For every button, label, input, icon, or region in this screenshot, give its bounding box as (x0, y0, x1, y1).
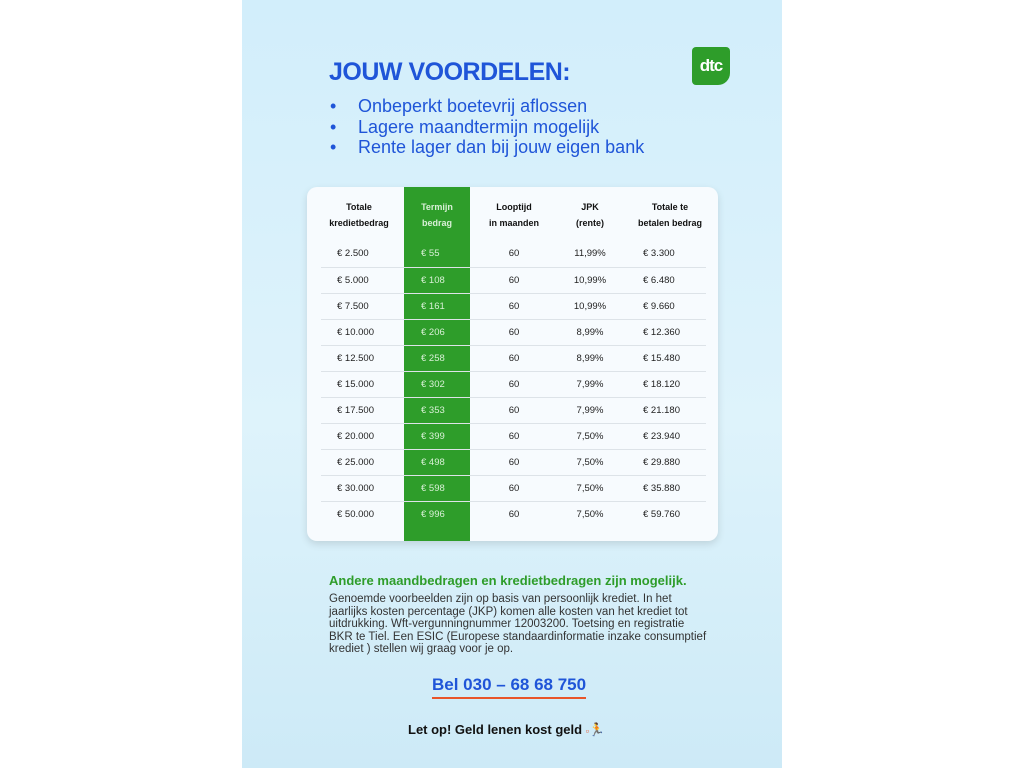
table-cell: € 25.000 (337, 457, 374, 468)
table-cell: € 399 (421, 431, 445, 442)
table-row: € 7.500 € 161 60 10,99% € 9.660 (321, 293, 706, 320)
phone-link[interactable]: Bel 030 – 68 68 750 (432, 675, 587, 699)
table-cell: 7,50% (576, 483, 604, 494)
table-cell: € 9.660 (643, 301, 675, 312)
header-line: (rente) (575, 218, 604, 228)
benefits-list: • Onbeperkt boetevrij aflossen • Lagere ma… (330, 96, 644, 158)
table-cell: € 12.360 (643, 327, 680, 338)
table-row: € 15.000 € 302 60 7,99% € 18.120 (321, 371, 706, 398)
running-man-icon-figure: 🏃 (588, 722, 606, 737)
table-row: € 17.500 € 353 60 7,99% € 21.180 (321, 397, 706, 424)
table-cell: € 30.000 (337, 483, 374, 494)
header-line: JPK (581, 202, 599, 212)
column-header: Totale kredietbedrag (321, 199, 397, 231)
column-header: Looptijd in maanden (473, 199, 555, 231)
table-cell: 60 (508, 301, 520, 312)
table-cell: 7,99% (576, 405, 604, 416)
table-cell: € 18.120 (643, 379, 680, 390)
table-cell: € 108 (421, 275, 445, 286)
table-cell: € 15.000 (337, 379, 374, 390)
flyer-page: JOUW VOORDELEN: dtc • Onbeperkt boetevrij… (242, 0, 782, 768)
table-cell: 60 (508, 509, 520, 520)
column-header: Termijn bedrag (404, 199, 470, 231)
table-cell: 7,50% (576, 431, 604, 442)
table-cell: 60 (508, 405, 520, 416)
table-row: € 12.500 € 258 60 8,99% € 15.480 (321, 345, 706, 372)
header-line: Totale (346, 202, 372, 212)
warning: Let op! Geld lenen kost geld ▫🏃 (408, 722, 606, 737)
table-cell: 60 (508, 327, 520, 338)
table-cell: 60 (508, 483, 520, 494)
table-cell: € 302 (421, 379, 445, 390)
header-line: Termijn (421, 202, 453, 212)
table-cell: € 20.000 (337, 431, 374, 442)
table-cell: € 258 (421, 353, 445, 364)
running-man-icon: ▫ (585, 726, 589, 736)
table-cell: 7,50% (576, 457, 604, 468)
header-line: Looptijd (496, 202, 532, 212)
table-cell: € 996 (421, 509, 445, 520)
table-row: € 20.000 € 399 60 7,50% € 23.940 (321, 423, 706, 450)
header-line: betalen bedrag (637, 218, 702, 228)
highlight-column (404, 187, 470, 541)
table-row: € 25.000 € 498 60 7,50% € 29.880 (321, 449, 706, 476)
table-cell: € 12.500 (337, 353, 374, 364)
table-cell: 60 (508, 379, 520, 390)
table-cell: 10,99% (573, 301, 607, 312)
benefit-item: • Lagere maandtermijn mogelijk (330, 116, 600, 137)
table-cell: € 35.880 (643, 483, 680, 494)
dtc-logo: dtc (692, 47, 730, 85)
table-cell: € 10.000 (337, 327, 374, 338)
header-line: bedrag (421, 218, 452, 228)
column-header: Totale te betalen bedrag (625, 199, 715, 231)
table-cell: 60 (508, 275, 520, 286)
table-cell: 11,99% (574, 248, 606, 259)
table-cell: 8,99% (576, 353, 604, 364)
table-cell: € 21.180 (643, 405, 680, 416)
table-cell: € 17.500 (337, 405, 374, 416)
header-line: kredietbedrag (329, 218, 389, 228)
table-cell: 7,50% (576, 509, 604, 520)
table-cell: € 55 (421, 248, 440, 259)
table-cell: 60 (508, 353, 520, 364)
table-cell: 60 (508, 457, 520, 468)
table-cell: 10,99% (573, 275, 607, 286)
table-cell: € 7.500 (337, 301, 369, 312)
table-row: € 2.500 € 55 60 11,99% € 3.300 (321, 241, 706, 267)
benefit-item: • Rente lager dan bij jouw eigen bank (330, 137, 645, 157)
header-line: in maanden (488, 218, 539, 228)
table-cell: € 5.000 (337, 275, 369, 286)
table-cell: € 23.940 (643, 431, 680, 442)
table-cell: € 3.300 (643, 248, 675, 259)
table-row: € 50.000 € 996 60 7,50% € 59.760 (321, 501, 706, 528)
table-cell: € 59.760 (643, 509, 680, 520)
table-cell: € 15.480 (643, 353, 680, 364)
table-row: € 30.000 € 598 60 7,50% € 35.880 (321, 475, 706, 502)
table-cell: 7,99% (576, 379, 604, 390)
table-cell: € 2.500 (337, 248, 369, 259)
table-cell: € 598 (421, 483, 445, 494)
loan-table: Totale kredietbedrag Termijn bedrag Looptijd… (307, 187, 718, 541)
column-header: JPK (rente) (557, 199, 623, 231)
table-row: € 10.000 € 206 60 8,99% € 12.360 (321, 319, 706, 346)
header-line: Totale te (651, 202, 689, 212)
table-cell: € 206 (421, 327, 445, 338)
page-title: JOUW VOORDELEN: (329, 58, 571, 86)
table-cell: € 498 (421, 457, 445, 468)
table-cell: 60 (508, 431, 520, 442)
subheading: Andere maandbedragen en kredietbedragen … (329, 573, 687, 588)
benefit-item: • Onbeperkt boetevrij aflossen (330, 96, 588, 116)
table-cell: € 50.000 (337, 509, 374, 520)
disclaimer: Genoemde voorbeelden zijn op basis van p… (329, 593, 707, 655)
table-row: € 5.000 € 108 60 10,99% € 6.480 (321, 267, 706, 294)
table-cell: € 29.880 (643, 457, 680, 468)
table-cell: € 161 (421, 301, 445, 312)
table-cell: € 353 (421, 405, 445, 416)
table-cell: 8,99% (576, 327, 604, 338)
table-cell: € 6.480 (643, 275, 675, 286)
table-cell: 60 (508, 248, 520, 259)
